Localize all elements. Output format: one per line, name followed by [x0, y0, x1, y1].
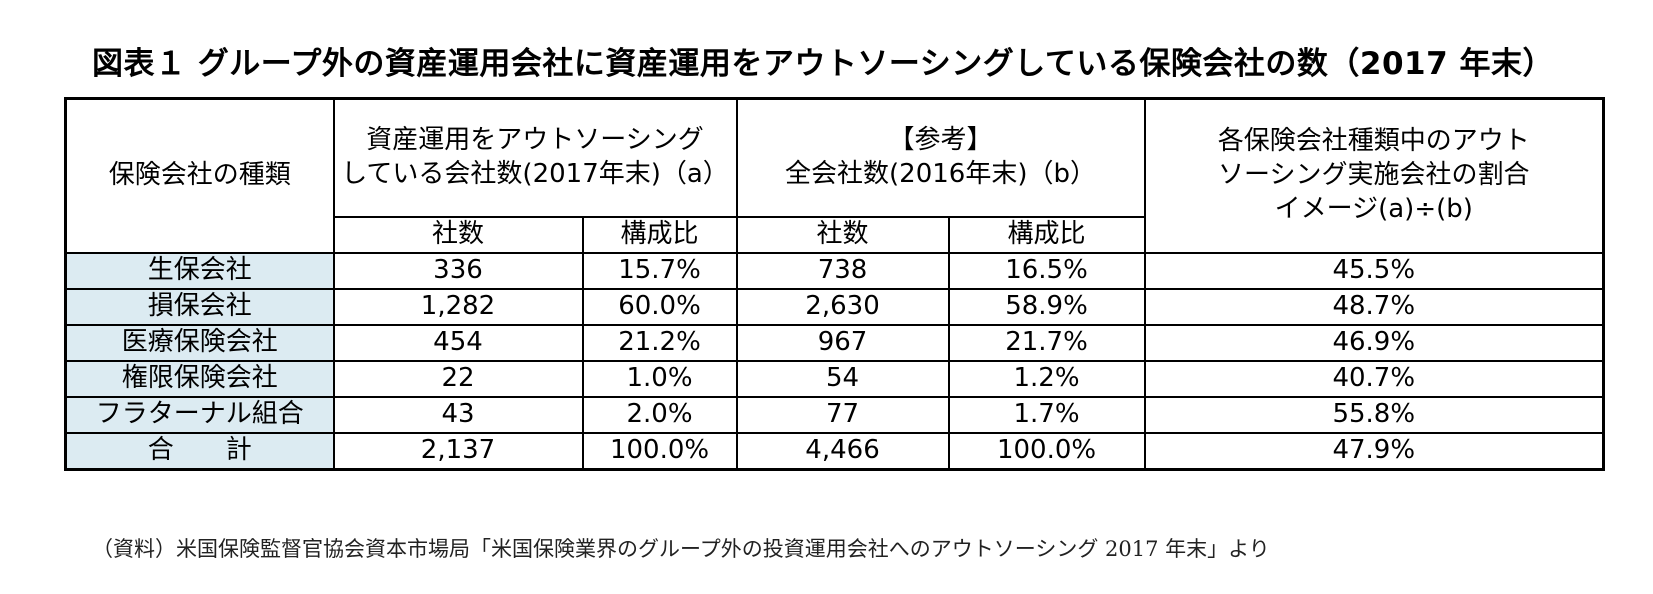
header-group-b: 【参考】 全会社数(2016年末)（b） [735, 97, 1146, 218]
cell-b-share: 16.5% [947, 251, 1146, 290]
cell-b-share: 1.2% [947, 359, 1146, 398]
subheader-share-b: 構成比 [947, 215, 1146, 254]
row-label: 医療保険会社 [64, 323, 335, 362]
cell-a-share: 2.0% [581, 395, 738, 434]
table-row-total: 合 計 2,137 100.0% 4,466 100.0% 47.9% [64, 431, 1605, 470]
cell-ratio: 47.9% [1143, 431, 1605, 470]
cell-ratio: 46.9% [1143, 323, 1605, 362]
row-label: 生保会社 [64, 251, 335, 290]
cell-a-share: 21.2% [581, 323, 738, 362]
row-label: フラターナル組合 [64, 395, 335, 434]
row-label-total: 合 計 [64, 431, 335, 470]
cell-b-count: 2,630 [735, 287, 950, 326]
cell-b-count: 54 [735, 359, 950, 398]
subheader-count-b: 社数 [735, 215, 950, 254]
cell-b-share: 58.9% [947, 287, 1146, 326]
header-row: 保険会社の種類 資産運用をアウトソーシング している会社数(2017年末)（a）… [64, 97, 1605, 254]
cell-ratio: 45.5% [1143, 251, 1605, 290]
cell-b-count: 738 [735, 251, 950, 290]
cell-a-count: 22 [332, 359, 584, 398]
cell-ratio: 55.8% [1143, 395, 1605, 434]
cell-ratio: 48.7% [1143, 287, 1605, 326]
table-row: フラターナル組合 43 2.0% 77 1.7% 55.8% [64, 395, 1605, 434]
row-label: 損保会社 [64, 287, 335, 326]
outsourcing-table: 保険会社の種類 資産運用をアウトソーシング している会社数(2017年末)（a）… [64, 97, 1606, 471]
subheader-count-a: 社数 [332, 215, 584, 254]
table-row: 権限保険会社 22 1.0% 54 1.2% 40.7% [64, 359, 1605, 398]
cell-b-count: 4,466 [735, 431, 950, 470]
subheader-row: 社数 構成比 社数 構成比 [66, 215, 1604, 254]
cell-a-count: 336 [332, 251, 584, 290]
table-row: 損保会社 1,282 60.0% 2,630 58.9% 48.7% [64, 287, 1605, 326]
cell-a-count: 2,137 [332, 431, 584, 470]
cell-a-count: 454 [332, 323, 584, 362]
table-row: 生保会社 336 15.7% 738 16.5% 45.5% [64, 251, 1605, 290]
row-label: 権限保険会社 [64, 359, 335, 398]
cell-a-count: 1,282 [332, 287, 584, 326]
header-ratio: 各保険会社種類中のアウト ソーシング実施会社の割合 イメージ(a)÷(b) [1143, 97, 1605, 254]
cell-b-count: 967 [735, 323, 950, 362]
cell-a-share: 1.0% [581, 359, 738, 398]
cell-b-share: 1.7% [947, 395, 1146, 434]
cell-b-share: 100.0% [947, 431, 1146, 470]
source-note: （資料）米国保険監督官協会資本市場局「米国保険業界のグループ外の投資運用会社への… [92, 537, 1270, 561]
header-insurer-type: 保険会社の種類 [64, 97, 335, 254]
figure-title: 図表１ グループ外の資産運用会社に資産運用をアウトソーシングしている保険会社の数… [92, 46, 1554, 82]
table-row: 医療保険会社 454 21.2% 967 21.7% 46.9% [64, 323, 1605, 362]
cell-b-share: 21.7% [947, 323, 1146, 362]
cell-a-share: 60.0% [581, 287, 738, 326]
subheader-share-a: 構成比 [581, 215, 738, 254]
cell-a-count: 43 [332, 395, 584, 434]
cell-ratio: 40.7% [1143, 359, 1605, 398]
cell-b-count: 77 [735, 395, 950, 434]
header-group-a: 資産運用をアウトソーシング している会社数(2017年末)（a） [332, 97, 738, 218]
cell-a-share: 15.7% [581, 251, 738, 290]
cell-a-share: 100.0% [581, 431, 738, 470]
